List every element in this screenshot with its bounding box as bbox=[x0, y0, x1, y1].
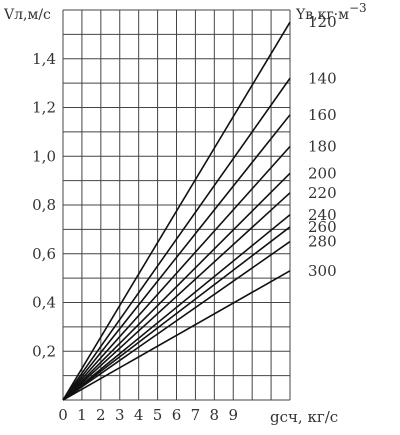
series-label-280: 280 bbox=[308, 233, 337, 251]
series-lines bbox=[62, 21, 291, 401]
series-label-240: 240 bbox=[308, 206, 337, 224]
series-line-140 bbox=[62, 77, 291, 401]
series-line-300 bbox=[62, 270, 291, 401]
y-axis-label: Vл,м/с bbox=[3, 7, 51, 23]
series-label-260: 260 bbox=[308, 218, 337, 236]
y-tick-label: 0,8 bbox=[32, 196, 56, 214]
series-line-240 bbox=[62, 214, 291, 401]
series-line-160 bbox=[62, 114, 291, 401]
series-line-280 bbox=[62, 240, 291, 401]
series-label-220: 220 bbox=[308, 184, 337, 202]
y-tick-label: 1,2 bbox=[32, 99, 56, 117]
x-tick-label: 1 bbox=[77, 406, 87, 424]
legend-title-text: Yв,кг·м bbox=[295, 7, 349, 23]
y-tick-labels: 0,2 0,4 0,6 0,8 1,0 1,2 1,4 bbox=[32, 50, 56, 361]
x-tick-label: 2 bbox=[96, 406, 106, 424]
series-label-160: 160 bbox=[308, 106, 337, 124]
series-line-200 bbox=[62, 172, 291, 401]
series-line-180 bbox=[62, 145, 291, 401]
series-label-200: 200 bbox=[308, 164, 337, 182]
legend-title: Yв,кг·м−3 bbox=[295, 1, 367, 23]
x-tick-label: 0 bbox=[58, 406, 68, 424]
x-tick-label: 4 bbox=[134, 406, 144, 424]
series-label-180: 180 bbox=[308, 138, 337, 156]
y-tick-label: 0,6 bbox=[32, 245, 56, 263]
x-tick-label: 7 bbox=[191, 406, 201, 424]
grid bbox=[62, 9, 291, 401]
series-line-260 bbox=[62, 226, 291, 401]
series-line-120 bbox=[62, 21, 291, 401]
x-tick-label: 6 bbox=[172, 406, 182, 424]
series-label-300: 300 bbox=[308, 262, 337, 280]
y-tick-label: 1,4 bbox=[32, 50, 56, 68]
x-axis-label: gсч, кг/с bbox=[270, 408, 338, 426]
x-tick-label: 5 bbox=[153, 406, 163, 424]
series-line-220 bbox=[62, 192, 291, 401]
y-tick-label: 0,4 bbox=[32, 294, 56, 312]
series-label-120: 120 bbox=[308, 13, 337, 31]
x-tick-label: 9 bbox=[228, 406, 238, 424]
x-tick-label: 3 bbox=[115, 406, 125, 424]
y-tick-label: 0,2 bbox=[32, 342, 56, 360]
legend-title-exponent: −3 bbox=[349, 1, 367, 15]
x-tick-label: 8 bbox=[210, 406, 220, 424]
y-tick-label: 1,0 bbox=[32, 147, 56, 165]
series-label-140: 140 bbox=[308, 69, 337, 87]
